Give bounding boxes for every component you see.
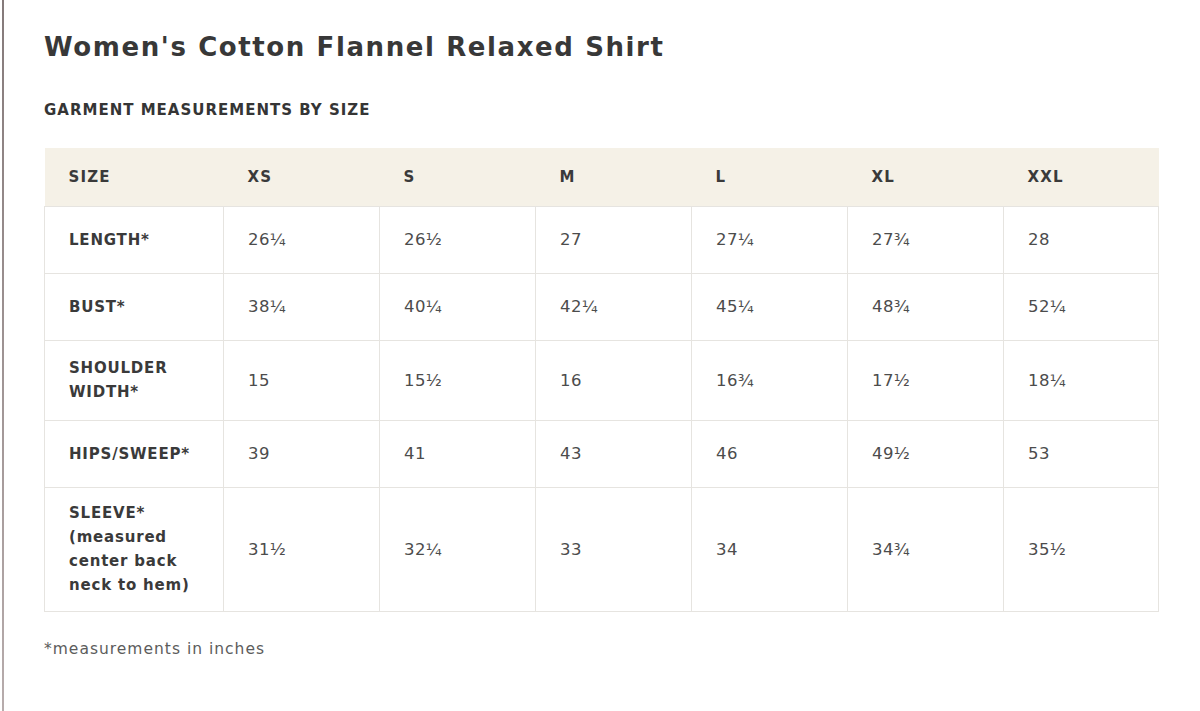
measurements-footnote: *measurements in inches: [44, 640, 1158, 658]
column-header-m: M: [536, 148, 692, 207]
table-row-hips-sweep: HIPS/SWEEP* 39 41 43 46 49½ 53: [45, 420, 1159, 487]
measurement-cell: 53: [1004, 420, 1159, 487]
header-row: SIZE XS S M L XL XXL: [45, 148, 1159, 207]
measurement-cell: 38¼: [224, 273, 380, 340]
measurement-cell: 45¼: [692, 273, 848, 340]
page-edge-line: [2, 0, 4, 711]
measurement-cell: 35½: [1004, 487, 1159, 611]
measurement-cell: 17½: [848, 340, 1004, 420]
size-chart-table: SIZE XS S M L XL XXL LENGTH* 26¼ 26½ 27 …: [44, 148, 1159, 612]
row-label-length: LENGTH*: [45, 206, 224, 273]
measurement-cell: 32¼: [380, 487, 536, 611]
measurement-cell: 42¼: [536, 273, 692, 340]
page-title: Women's Cotton Flannel Relaxed Shirt: [44, 33, 1158, 62]
measurement-cell: 31½: [224, 487, 380, 611]
measurement-cell: 16: [536, 340, 692, 420]
column-header-xs: XS: [224, 148, 380, 207]
row-label-sleeve: SLEEVE* (measured center back neck to he…: [45, 487, 224, 611]
measurement-cell: 15: [224, 340, 380, 420]
measurement-cell: 34: [692, 487, 848, 611]
measurement-cell: 52¼: [1004, 273, 1159, 340]
measurement-cell: 40¼: [380, 273, 536, 340]
column-header-xxl: XXL: [1004, 148, 1159, 207]
section-heading: GARMENT MEASUREMENTS BY SIZE: [44, 101, 1158, 119]
measurement-cell: 28: [1004, 206, 1159, 273]
measurement-cell: 27¾: [848, 206, 1004, 273]
measurement-cell: 49½: [848, 420, 1004, 487]
measurement-cell: 43: [536, 420, 692, 487]
column-header-s: S: [380, 148, 536, 207]
measurement-cell: 16¾: [692, 340, 848, 420]
measurement-cell: 27: [536, 206, 692, 273]
table-row-length: LENGTH* 26¼ 26½ 27 27¼ 27¾ 28: [45, 206, 1159, 273]
measurement-cell: 26½: [380, 206, 536, 273]
row-label-hips-sweep: HIPS/SWEEP*: [45, 420, 224, 487]
measurement-cell: 41: [380, 420, 536, 487]
table-row-sleeve: SLEEVE* (measured center back neck to he…: [45, 487, 1159, 611]
column-header-xl: XL: [848, 148, 1004, 207]
size-guide-page: Women's Cotton Flannel Relaxed Shirt GAR…: [0, 33, 1200, 658]
row-label-bust: BUST*: [45, 273, 224, 340]
column-header-l: L: [692, 148, 848, 207]
measurement-cell: 15½: [380, 340, 536, 420]
row-label-shoulder-width: SHOULDER WIDTH*: [45, 340, 224, 420]
measurement-cell: 26¼: [224, 206, 380, 273]
measurement-cell: 27¼: [692, 206, 848, 273]
table-row-bust: BUST* 38¼ 40¼ 42¼ 45¼ 48¾ 52¼: [45, 273, 1159, 340]
measurement-cell: 34¾: [848, 487, 1004, 611]
table-row-shoulder-width: SHOULDER WIDTH* 15 15½ 16 16¾ 17½ 18¼: [45, 340, 1159, 420]
column-header-size: SIZE: [45, 148, 224, 207]
measurement-cell: 33: [536, 487, 692, 611]
measurement-cell: 39: [224, 420, 380, 487]
measurement-cell: 48¾: [848, 273, 1004, 340]
measurement-cell: 46: [692, 420, 848, 487]
measurement-cell: 18¼: [1004, 340, 1159, 420]
